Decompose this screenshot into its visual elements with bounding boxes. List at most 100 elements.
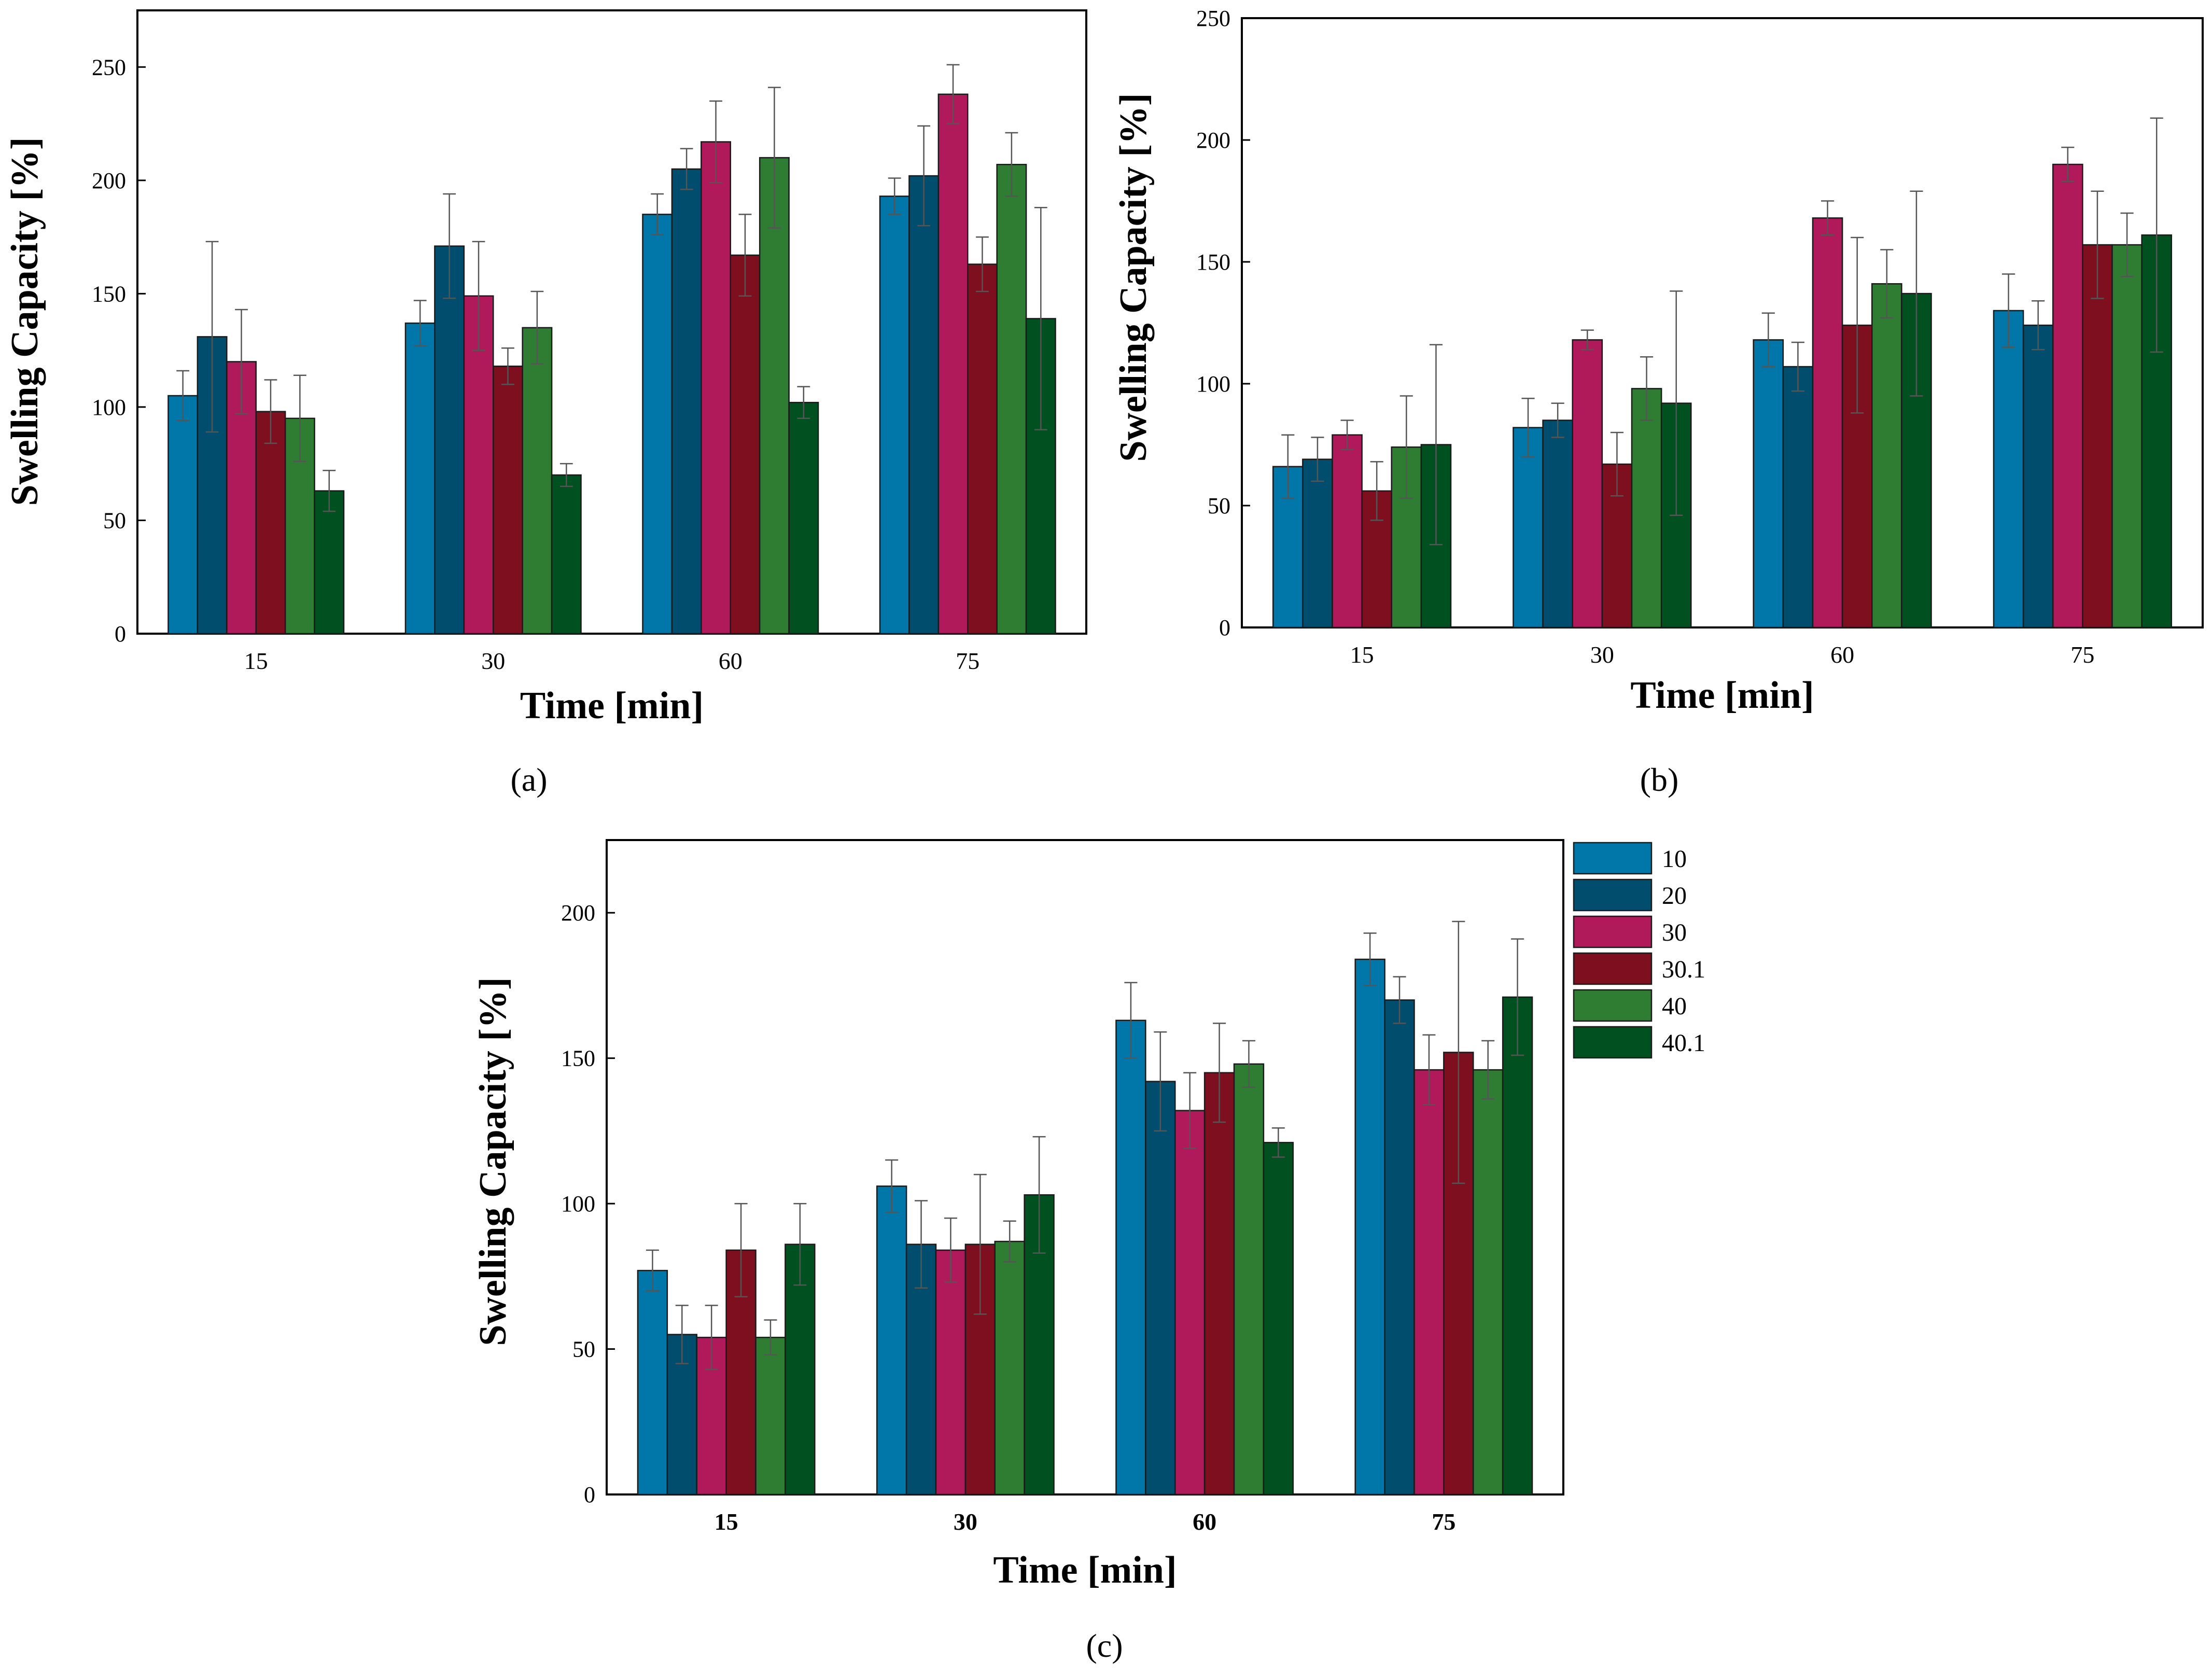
bar-30.1-30 — [493, 365, 523, 635]
bar-10-60 — [1753, 339, 1784, 628]
error-bar-40.1-60 — [797, 386, 810, 420]
error-bar-30.1-30 — [1610, 431, 1624, 497]
plot-frame — [1241, 17, 2204, 628]
legend-swatch-40.1 — [1573, 1026, 1653, 1059]
error-bar-40-15 — [764, 1319, 777, 1356]
y-tick-label: 100 — [561, 1191, 595, 1217]
bar-20-60 — [671, 168, 702, 635]
y-tick-label: 50 — [103, 508, 126, 533]
error-bar-20-30 — [915, 1200, 928, 1289]
bar-30.1-15 — [255, 411, 286, 635]
error-bar-30.1-15 — [734, 1203, 748, 1297]
bar-10-30 — [404, 322, 436, 635]
bar-30.1-60 — [730, 254, 761, 635]
bar-40-75 — [2111, 244, 2143, 628]
x-tick-label: 15 — [1350, 641, 1374, 668]
error-bar-40.1-60 — [1910, 190, 1923, 397]
bar-20-75 — [908, 175, 940, 635]
error-bar-10-15 — [646, 1249, 659, 1292]
error-bar-40.1-30 — [1670, 290, 1683, 516]
legend-label-40.1: 40.1 — [1662, 1029, 1705, 1057]
error-bar-40-30 — [530, 290, 544, 365]
chart-panel-1: 0 50 100 150 200 250 15 30 60 75 Time [min] Swellin… — [4, 9, 1087, 798]
error-bar-30-75 — [946, 64, 960, 124]
bar-20-75 — [2022, 324, 2054, 628]
error-bar-30-30 — [944, 1217, 957, 1283]
error-bar-40.1-75 — [1511, 938, 1524, 1056]
x-axis-title: Time [min] — [1630, 674, 1814, 717]
bar-40.1-15 — [314, 490, 345, 635]
x-tick-label: 30 — [481, 648, 505, 674]
bar-30-60 — [1174, 1110, 1206, 1496]
bar-10-75 — [879, 195, 910, 635]
error-bar-40-30 — [1003, 1220, 1016, 1263]
error-bar-30.1-75 — [2091, 190, 2104, 299]
x-tick-label: 60 — [1193, 1508, 1216, 1535]
error-bar-30-75 — [2061, 146, 2075, 183]
error-bar-30.1-30 — [501, 347, 514, 385]
y-tick-label: 150 — [1196, 249, 1230, 275]
error-bar-40.1-75 — [2150, 117, 2163, 353]
error-bar-10-75 — [1363, 932, 1377, 986]
bar-10-60 — [1115, 1019, 1146, 1496]
legend-label-30.1: 30.1 — [1662, 956, 1705, 983]
x-tick-label: 60 — [719, 648, 743, 674]
error-bar-30-30 — [1580, 329, 1594, 351]
error-bar-20-60 — [680, 148, 693, 190]
bar-30.1-75 — [967, 263, 998, 635]
error-bar-30.1-60 — [1213, 1023, 1226, 1123]
error-bar-10-60 — [1124, 982, 1138, 1059]
error-bar-30-60 — [1821, 200, 1835, 236]
error-bar-10-60 — [1761, 312, 1775, 368]
y-axis-title: Swelling Capacity [%] — [1112, 93, 1155, 462]
error-bar-30-30 — [472, 241, 485, 351]
y-tick-label: 250 — [1196, 6, 1230, 31]
chart-panel-3: 0 50 100 150 200 15 30 60 75 Time [min] Swelling C… — [472, 839, 1564, 1664]
bar-40-60 — [1871, 283, 1902, 628]
error-bar-10-75 — [2001, 273, 2015, 348]
panel-label: (b) — [1640, 761, 1679, 798]
bar-40-75 — [996, 163, 1027, 635]
bar-30.1-75 — [2082, 244, 2113, 628]
bar-40.1-60 — [788, 401, 819, 635]
bar-40-60 — [1233, 1063, 1265, 1496]
bar-30-60 — [1812, 217, 1843, 628]
legend-label-20: 20 — [1662, 882, 1687, 910]
bar-10-30 — [876, 1185, 907, 1496]
error-bar-40-75 — [1481, 1040, 1495, 1100]
y-axis-title: Swelling Capacity [%] — [472, 977, 514, 1346]
error-bar-10-75 — [888, 177, 901, 215]
bar-30-75 — [937, 93, 969, 635]
error-bar-30.1-75 — [1452, 920, 1465, 1184]
error-bar-20-75 — [1393, 976, 1406, 1024]
error-bar-30-60 — [709, 100, 722, 184]
y-tick-label: 100 — [92, 395, 126, 420]
error-bar-40-75 — [2120, 212, 2134, 277]
error-bar-30-15 — [1340, 420, 1354, 451]
x-axis-title: Time [min] — [993, 1549, 1177, 1591]
error-bar-40-75 — [1005, 132, 1018, 197]
bar-30-30 — [935, 1249, 967, 1496]
error-bar-10-15 — [1281, 434, 1295, 499]
y-tick-label: 0 — [584, 1482, 595, 1507]
x-tick-label: 15 — [244, 648, 268, 674]
legend-swatch-30 — [1573, 915, 1653, 948]
chart-panel-2: 0 50 100 150 200 250 15 30 60 75 Time [min] Swellin… — [1112, 6, 2204, 798]
bar-10-75 — [1993, 310, 2024, 628]
legend-swatch-30.1 — [1573, 952, 1653, 985]
bar-40.1-30 — [551, 474, 582, 635]
error-bar-10-30 — [885, 1159, 899, 1213]
x-tick-label: 75 — [2070, 641, 2094, 668]
error-bar-40.1-60 — [1271, 1127, 1285, 1158]
y-tick-label: 250 — [92, 54, 126, 80]
error-bar-40-60 — [1880, 249, 1894, 319]
legend-swatch-10 — [1573, 842, 1653, 875]
panel-label: (a) — [510, 761, 547, 798]
bar-30.1-60 — [1203, 1072, 1235, 1496]
bar-30-30 — [1572, 339, 1603, 628]
y-tick-label: 0 — [115, 621, 126, 647]
bar-40.1-75 — [1502, 996, 1533, 1496]
error-bar-40-15 — [1399, 395, 1413, 499]
bar-40-15 — [755, 1336, 786, 1496]
bar-20-15 — [666, 1334, 697, 1496]
